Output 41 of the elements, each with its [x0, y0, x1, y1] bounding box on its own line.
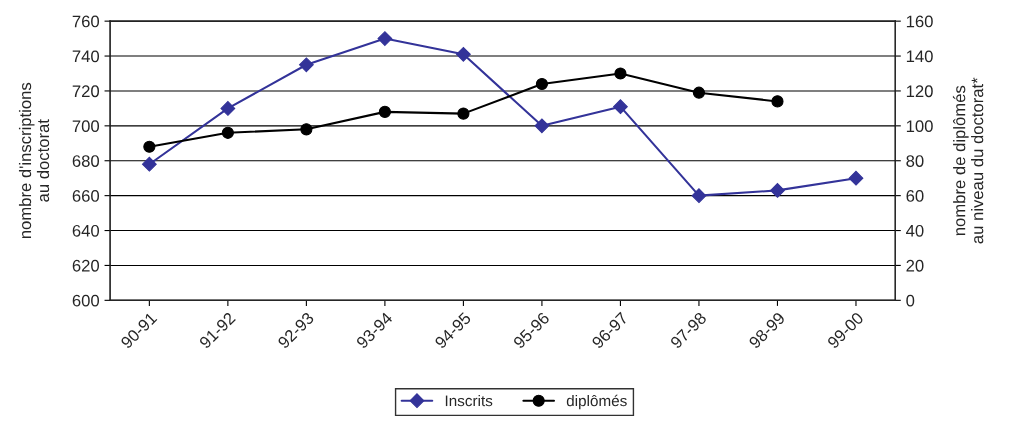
point [456, 46, 471, 62]
point [143, 140, 156, 153]
point [377, 31, 393, 46]
y-tick-label: 720 [72, 85, 100, 98]
y-tick-label: 640 [72, 224, 100, 237]
point [141, 156, 157, 172]
y-tick-label: 600 [72, 294, 100, 307]
point [298, 57, 314, 73]
point [221, 126, 234, 139]
y-tick-label: 620 [72, 259, 100, 272]
y-tick-label: 740 [72, 50, 100, 63]
point [771, 95, 784, 108]
point [457, 107, 470, 120]
point [220, 101, 236, 116]
y2-tick-label: 0 [906, 294, 915, 307]
point [535, 77, 548, 91]
y2-tick-label: 140 [906, 50, 933, 63]
legend-label: Inscrits [445, 395, 493, 407]
y2-tick-label: 80 [906, 155, 924, 167]
point [691, 188, 707, 204]
y2-tick-label: 100 [906, 120, 933, 133]
y2-tick-label: 20 [906, 259, 924, 272]
y-tick-label: 760 [72, 15, 100, 28]
point [613, 99, 628, 115]
point [534, 118, 550, 134]
y2-tick-label: 60 [906, 190, 924, 202]
y2-axis-title: nombre de diplômés au niveau du doctorat* [952, 77, 984, 244]
point [692, 86, 706, 99]
point [848, 170, 864, 186]
y-tick-label: 700 [72, 120, 100, 133]
y2-tick-label: 120 [906, 85, 933, 98]
y-axis-title: nombre d'inscriptions au doctorat [18, 82, 50, 239]
y2-tick-label: 160 [906, 15, 933, 28]
y-tick-label: 660 [72, 190, 100, 202]
point [378, 105, 391, 118]
point [300, 123, 313, 136]
legend-label: diplômés [566, 394, 627, 410]
y-tick-label: 680 [72, 155, 100, 167]
point [614, 67, 627, 80]
y2-tick-label: 40 [906, 224, 924, 237]
point [770, 183, 785, 198]
